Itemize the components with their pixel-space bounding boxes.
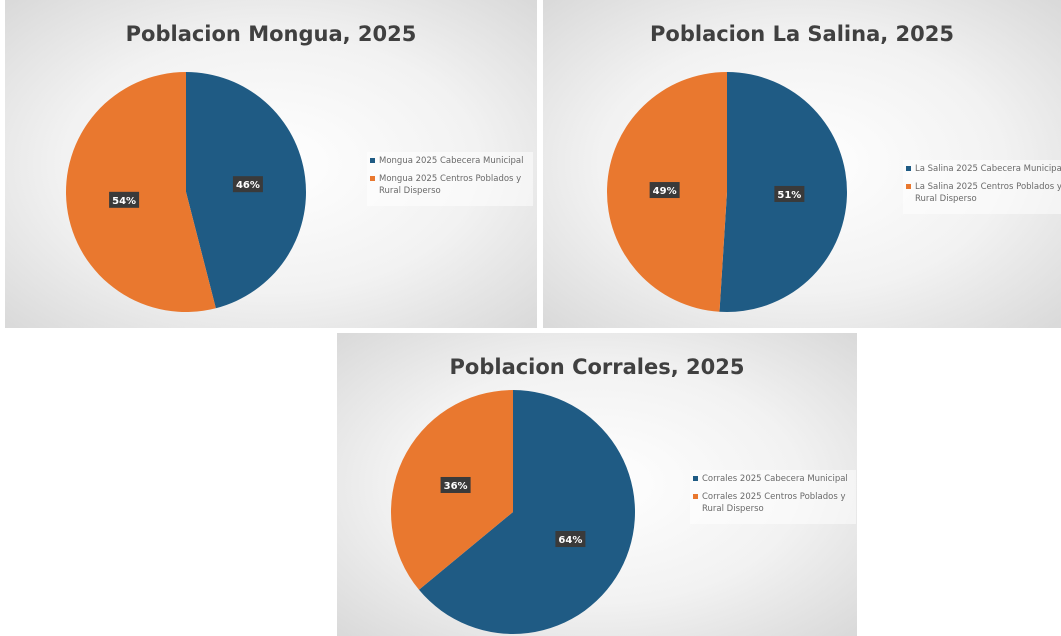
legend-item: Corrales 2025 Centros Poblados y Rural D… [693, 491, 853, 515]
label-box [232, 176, 263, 193]
label-box [649, 182, 680, 199]
pie-chart: 64% 36% [391, 390, 635, 634]
pie-slice [418, 390, 635, 634]
chart-title: Poblacion Corrales, 2025 [449, 355, 745, 379]
chart-panel: Poblacion Corrales, 2025 64% 36% Corrales 2… [337, 333, 857, 636]
legend-item: La Salina 2025 Cabecera Municipal [906, 163, 1061, 175]
label-box [440, 476, 471, 493]
data-label: 49% [653, 186, 677, 197]
legend-swatch [370, 176, 375, 181]
label-box [555, 531, 586, 548]
legend-label: Mongua 2025 Centros Poblados y Rural Dis… [379, 174, 522, 196]
legend-item: Mongua 2025 Centros Poblados y Rural Dis… [370, 173, 530, 197]
chart-title: Poblacion Mongua, 2025 [125, 22, 417, 46]
label-box [109, 191, 140, 208]
pie-chart: 51% 49% [606, 72, 847, 312]
data-label: 54% [112, 196, 136, 207]
legend-swatch [693, 476, 698, 481]
pie-slice [66, 72, 216, 312]
legend-swatch [906, 184, 911, 189]
legend-label: Mongua 2025 Cabecera Municipal [379, 156, 524, 166]
data-label: 64% [558, 535, 582, 546]
label-box [774, 185, 805, 202]
data-label: 51% [777, 190, 801, 201]
legend-item: Mongua 2025 Cabecera Municipal [370, 155, 530, 167]
legend-label: La Salina 2025 Cabecera Municipal [915, 164, 1061, 174]
legend-swatch [693, 494, 698, 499]
data-label: 36% [444, 481, 468, 492]
data-label: 46% [236, 180, 260, 191]
chart-panel: Poblacion La Salina, 2025 51% 49% La Salina… [543, 0, 1061, 328]
legend-label: La Salina 2025 Centros Poblados y Rural … [915, 182, 1061, 204]
legend: Mongua 2025 Cabecera Municipal Mongua 202… [367, 152, 533, 206]
chart-panel: Poblacion Mongua, 2025 46% 54% Mongua 2025 … [5, 0, 537, 328]
legend-item: Corrales 2025 Cabecera Municipal [693, 473, 853, 485]
legend: La Salina 2025 Cabecera Municipal La Sali… [903, 160, 1061, 214]
legend-swatch [370, 158, 375, 163]
pie-chart: 46% 54% [66, 72, 307, 312]
legend-item: La Salina 2025 Centros Poblados y Rural … [906, 181, 1061, 205]
legend-swatch [906, 166, 911, 171]
legend-label: Corrales 2025 Cabecera Municipal [702, 474, 848, 484]
legend: Corrales 2025 Cabecera Municipal Corrales… [690, 470, 856, 524]
chart-title: Poblacion La Salina, 2025 [650, 22, 954, 46]
legend-label: Corrales 2025 Centros Poblados y Rural D… [702, 492, 846, 514]
